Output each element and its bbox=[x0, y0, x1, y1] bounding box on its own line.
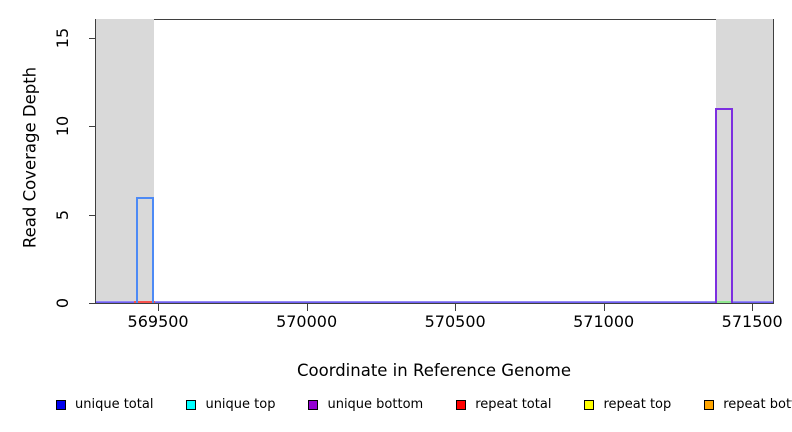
legend-item: unique total bbox=[56, 397, 153, 413]
legend-item: unique bottom bbox=[308, 397, 423, 413]
baseline-segment bbox=[715, 301, 732, 303]
legend-swatch bbox=[56, 400, 66, 410]
y-tick bbox=[89, 126, 96, 128]
legend-item: repeat bottom bbox=[704, 397, 792, 413]
y-tick-label: 10 bbox=[53, 115, 72, 137]
legend-label: repeat top bbox=[603, 397, 672, 412]
coverage-bar bbox=[136, 196, 154, 303]
x-tick bbox=[455, 304, 457, 311]
x-tick bbox=[158, 304, 160, 311]
x-tick bbox=[752, 304, 754, 311]
legend-swatch bbox=[186, 400, 197, 410]
baseline-zero-coverage-line bbox=[96, 301, 773, 303]
legend-label: unique top bbox=[205, 397, 276, 412]
legend-swatch bbox=[704, 400, 715, 410]
repeat-region bbox=[96, 19, 154, 303]
coverage-bar bbox=[715, 108, 733, 303]
legend-swatch bbox=[308, 400, 319, 410]
legend-label: repeat bottom bbox=[723, 397, 792, 412]
baseline-segment bbox=[134, 301, 156, 303]
legend-item: unique top bbox=[186, 397, 275, 413]
x-tick bbox=[306, 304, 308, 311]
y-tick-label: 0 bbox=[53, 297, 72, 309]
x-tick-label: 570000 bbox=[276, 312, 338, 331]
plot-area bbox=[95, 19, 774, 304]
x-tick-label: 571000 bbox=[573, 312, 635, 331]
x-tick-label: 570500 bbox=[424, 312, 486, 331]
y-tick bbox=[89, 37, 96, 39]
legend-swatch bbox=[456, 400, 467, 410]
y-axis-label: Read Coverage Depth bbox=[20, 66, 40, 249]
x-tick-label: 569500 bbox=[127, 312, 189, 331]
legend-label: unique total bbox=[75, 397, 154, 412]
legend-item: repeat top bbox=[584, 397, 671, 413]
x-tick bbox=[603, 304, 605, 311]
y-tick bbox=[89, 303, 96, 304]
legend: unique total unique top unique bottom repea… bbox=[56, 397, 792, 413]
legend-label: unique bottom bbox=[327, 397, 424, 412]
x-tick-label: 571500 bbox=[721, 312, 783, 331]
y-tick-label: 15 bbox=[53, 27, 72, 48]
legend-label: repeat total bbox=[475, 397, 552, 412]
y-tick bbox=[89, 214, 96, 216]
repeat-region bbox=[715, 19, 773, 303]
y-tick-label: 5 bbox=[53, 209, 72, 220]
legend-item: repeat total bbox=[456, 397, 551, 413]
legend-swatch bbox=[584, 400, 595, 410]
x-axis-label: Coordinate in Reference Genome bbox=[296, 361, 572, 380]
